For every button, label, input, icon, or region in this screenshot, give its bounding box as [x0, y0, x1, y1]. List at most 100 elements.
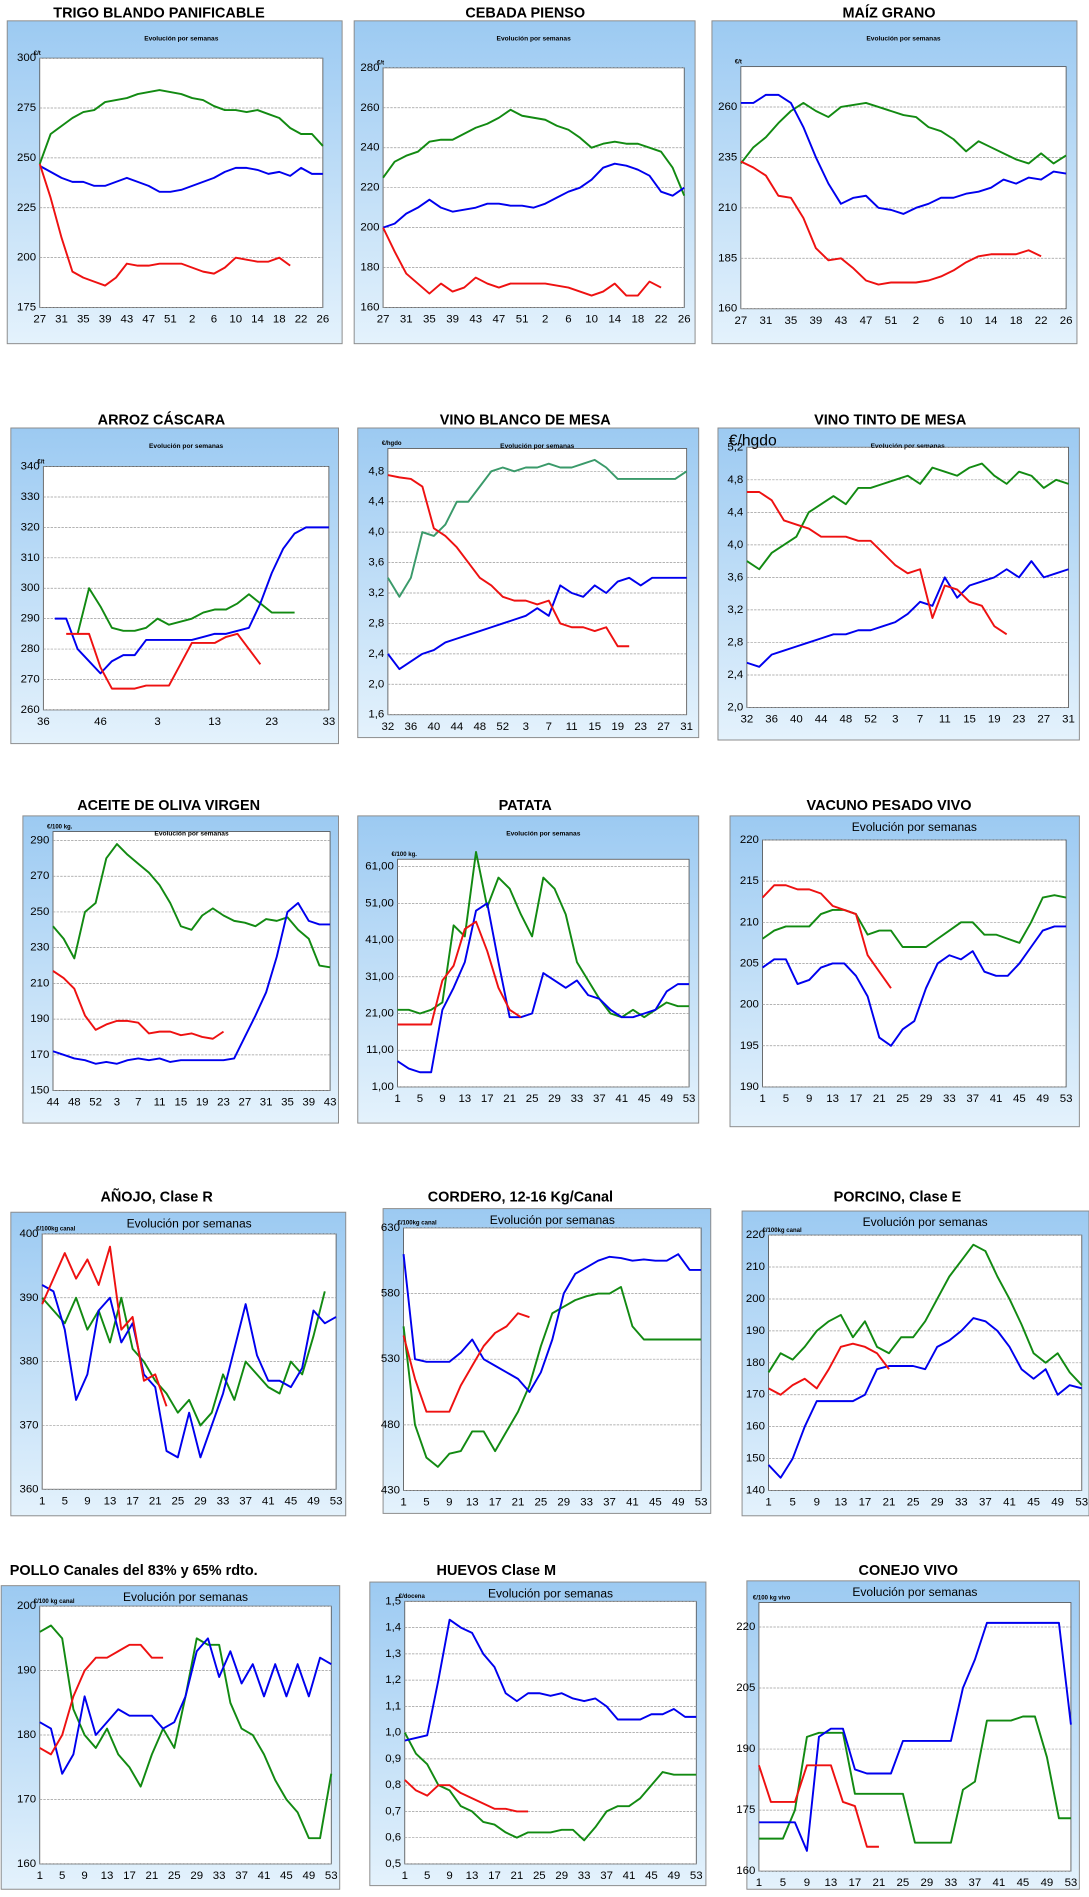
x-tick-label: 53: [1075, 1497, 1088, 1509]
x-tick-label: 1: [394, 1093, 400, 1105]
y-tick-label: 360: [19, 1483, 38, 1495]
plot-area: [39, 57, 324, 308]
y-tick-label: 1,5: [385, 1595, 401, 1607]
x-tick-label: 35: [785, 315, 798, 327]
y-axis-unit: €/t: [735, 59, 742, 65]
x-tick-label: 33: [943, 1093, 956, 1105]
x-tick-label: 11: [939, 714, 951, 726]
chart-title: CORDERO, 12-16 Kg/Canal: [428, 1190, 613, 1206]
x-tick-label: 49: [660, 1093, 673, 1105]
chart-subtitle: Evolución por semanas: [123, 1590, 248, 1604]
x-tick-label: 45: [280, 1870, 293, 1882]
x-tick-label: 1: [756, 1877, 762, 1889]
y-tick-label: 0,8: [385, 1779, 401, 1791]
y-tick-label: 4,0: [368, 526, 384, 538]
x-tick-label: 27: [1037, 714, 1050, 726]
y-tick-label: 190: [30, 1013, 49, 1025]
series-line: [41, 1245, 168, 1407]
x-tick-label: 41: [1003, 1497, 1016, 1509]
y-tick-label: 230: [30, 942, 49, 954]
y-tick-label: 3,2: [727, 604, 743, 616]
x-tick-label: 31: [400, 314, 413, 326]
x-tick-label: 21: [873, 1093, 886, 1105]
x-tick-label: 9: [84, 1495, 90, 1507]
y-tick-label: 0,5: [385, 1858, 401, 1870]
x-tick-label: 23: [265, 716, 278, 728]
series-line: [758, 1715, 1071, 1844]
x-tick-label: 27: [377, 314, 390, 326]
y-axis-unit: €/100kg canal: [36, 1227, 75, 1233]
x-tick-label: 41: [615, 1093, 628, 1105]
y-tick-label: 160: [746, 1421, 765, 1433]
x-tick-label: 9: [446, 1497, 452, 1509]
x-tick-label: 46: [94, 716, 107, 728]
x-tick-label: 1: [37, 1870, 43, 1882]
x-tick-label: 52: [89, 1097, 102, 1109]
y-tick-label: 270: [21, 673, 40, 685]
y-tick-label: 4,8: [727, 474, 743, 486]
x-tick-label: 6: [211, 314, 217, 326]
x-tick-label: 19: [988, 714, 1001, 726]
x-tick-label: 29: [557, 1497, 570, 1509]
y-tick-label: 220: [740, 834, 759, 846]
y-axis-unit: €/t: [377, 61, 384, 67]
x-tick-label: 5: [423, 1497, 429, 1509]
y-tick-label: 310: [21, 552, 40, 564]
x-tick-label: 41: [990, 1093, 1003, 1105]
x-tick-label: 17: [488, 1870, 501, 1882]
y-tick-label: 11,00: [366, 1044, 394, 1056]
series-line: [768, 1342, 890, 1396]
x-tick-label: 51: [516, 314, 529, 326]
y-axis-unit: €/hgdo: [382, 441, 402, 447]
x-tick-label: 36: [37, 716, 50, 728]
x-tick-label: 13: [101, 1870, 114, 1882]
series-line: [746, 462, 1069, 571]
chart-title: PATATA: [499, 798, 553, 814]
x-tick-label: 47: [493, 314, 506, 326]
y-tick-label: 250: [30, 906, 49, 918]
x-tick-label: 23: [1013, 714, 1026, 726]
x-tick-label: 40: [427, 721, 440, 733]
x-tick-label: 31: [680, 721, 693, 733]
y-tick-label: 260: [360, 102, 379, 114]
chart-subtitle: Evolución por semanas: [490, 1213, 615, 1227]
x-tick-label: 29: [921, 1877, 934, 1889]
x-tick-label: 41: [258, 1870, 271, 1882]
y-tick-label: 0,9: [385, 1753, 401, 1765]
y-tick-label: 31,00: [365, 971, 394, 983]
x-tick-label: 1: [400, 1497, 406, 1509]
x-tick-label: 5: [62, 1495, 68, 1507]
x-tick-label: 21: [883, 1497, 896, 1509]
y-tick-label: 190: [740, 1081, 759, 1093]
x-tick-label: 3: [892, 714, 898, 726]
x-tick-label: 53: [683, 1093, 696, 1105]
x-tick-label: 48: [839, 714, 852, 726]
x-tick-label: 25: [907, 1497, 920, 1509]
x-tick-label: 41: [262, 1495, 275, 1507]
y-tick-label: 290: [21, 613, 40, 625]
y-tick-label: 2,0: [727, 701, 743, 713]
x-tick-label: 17: [126, 1495, 139, 1507]
x-tick-label: 29: [190, 1870, 203, 1882]
x-tick-label: 23: [634, 721, 647, 733]
x-tick-label: 7: [546, 721, 552, 733]
y-tick-label: 200: [740, 999, 759, 1011]
y-tick-label: 190: [736, 1743, 755, 1755]
x-tick-label: 10: [229, 314, 242, 326]
x-tick-label: 13: [834, 1497, 847, 1509]
y-tick-label: 225: [17, 202, 36, 214]
x-tick-label: 25: [897, 1877, 910, 1889]
x-tick-label: 45: [285, 1495, 298, 1507]
y-tick-label: 1,4: [385, 1622, 402, 1634]
x-tick-label: 14: [251, 314, 264, 326]
y-tick-label: 270: [30, 870, 49, 882]
y-tick-label: 61,00: [365, 861, 394, 873]
x-tick-label: 22: [1035, 315, 1048, 327]
chart-subtitle: Evolución por semanas: [127, 1216, 252, 1230]
x-tick-label: 37: [969, 1877, 982, 1889]
y-axis-unit: €/t: [34, 51, 41, 57]
y-tick-label: 205: [736, 1682, 755, 1694]
x-tick-label: 49: [1041, 1877, 1054, 1889]
x-tick-label: 35: [77, 314, 90, 326]
x-tick-label: 17: [859, 1497, 872, 1509]
